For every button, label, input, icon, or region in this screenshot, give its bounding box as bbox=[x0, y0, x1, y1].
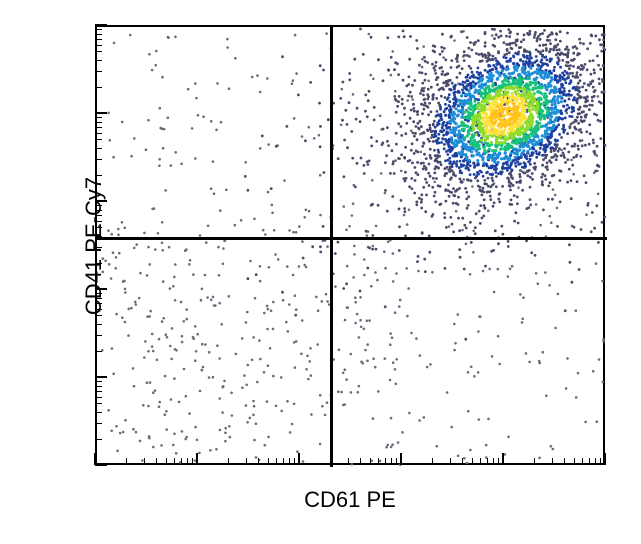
quadrant-line-horizontal bbox=[97, 237, 607, 240]
plot-area bbox=[95, 25, 605, 465]
quadrant-line-vertical bbox=[330, 27, 333, 467]
chart-container: CD41 PE-Cy7 CD61 PE bbox=[0, 0, 641, 544]
y-axis-label: CD41 PE-Cy7 bbox=[81, 177, 107, 315]
x-axis-label: CD61 PE bbox=[95, 487, 605, 513]
scatter-points bbox=[97, 27, 607, 467]
